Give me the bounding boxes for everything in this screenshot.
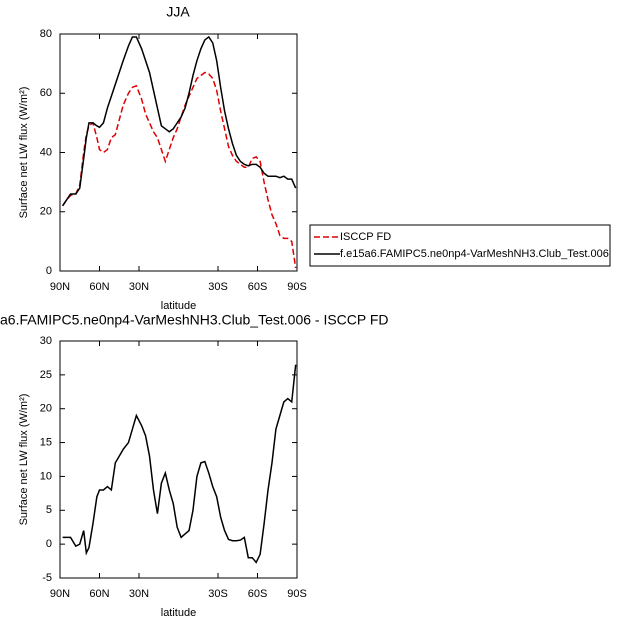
- chart-title: JJA: [166, 4, 190, 20]
- data-line: [62, 35, 297, 207]
- plot-frame: [59, 340, 298, 579]
- x-axis-label: latitude: [161, 607, 196, 619]
- legend-label: f.e15a6.FAMIPC5.ne0np4-VarMeshNH3.Club_T…: [340, 248, 609, 260]
- legend: ISCCP FD f.e15a6.FAMIPC5.ne0np4-VarMeshNH…: [309, 224, 611, 267]
- y-tick-label: 15: [40, 436, 52, 448]
- legend-box: [309, 224, 611, 267]
- y-tick-label: 0: [46, 538, 52, 550]
- x-axis-label: latitude: [161, 300, 196, 312]
- y-tick-label: 25: [40, 369, 52, 381]
- x-tick-label: 30S: [208, 588, 228, 600]
- y-axis-label: Surface net LW flux (W/m²): [18, 87, 30, 219]
- x-tick-label: 90N: [50, 281, 70, 293]
- legend-label: ISCCP FD: [340, 231, 391, 243]
- x-tick-label: 90S: [287, 281, 307, 293]
- x-tick-label: 90N: [50, 588, 70, 600]
- x-tick-label: 60N: [89, 588, 109, 600]
- y-tick-label: 5: [46, 504, 52, 516]
- x-tick-label: 60S: [248, 281, 268, 293]
- x-tick-label: 30N: [129, 588, 149, 600]
- x-tick-label: 60S: [248, 588, 268, 600]
- y-tick-label: 10: [40, 470, 52, 482]
- y-axis-label: Surface net LW flux (W/m²): [18, 394, 30, 526]
- chart-title: a6.FAMIPC5.ne0np4-VarMeshNH3.Club_Test.0…: [0, 312, 389, 328]
- x-tick-label: 90S: [287, 588, 307, 600]
- y-tick-label: 30: [40, 335, 52, 347]
- data-line: [62, 364, 297, 564]
- y-tick-label: 0: [46, 265, 52, 277]
- y-tick-label: -5: [42, 572, 52, 584]
- y-tick-label: 60: [40, 87, 52, 99]
- x-tick-label: 30S: [208, 281, 228, 293]
- y-tick-label: 40: [40, 146, 52, 158]
- y-tick-label: 20: [40, 403, 52, 415]
- x-tick-label: 60N: [89, 281, 109, 293]
- y-tick-label: 80: [40, 28, 52, 40]
- plot-frame: [59, 33, 298, 272]
- data-line: [62, 71, 297, 269]
- y-tick-label: 20: [40, 206, 52, 218]
- x-tick-label: 30N: [129, 281, 149, 293]
